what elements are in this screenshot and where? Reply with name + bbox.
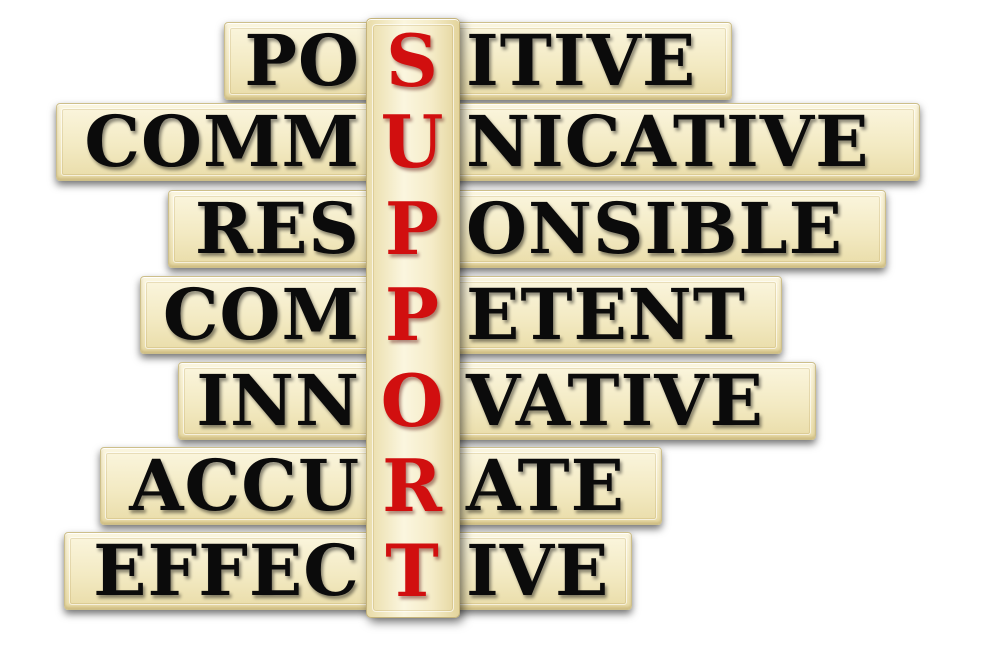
word-right-responsible: ONSIBLE xyxy=(466,187,843,270)
word-left-communicative: COMM xyxy=(84,100,360,183)
word-tile-effective xyxy=(64,532,632,610)
keyword-letter-o: O xyxy=(380,358,444,443)
keyword-letter-r: R xyxy=(382,443,442,528)
word-left-innovative: INN xyxy=(196,359,360,442)
word-tile-positive xyxy=(224,22,732,100)
word-left-responsible: RES xyxy=(194,187,360,270)
keyword-letter-u: U xyxy=(380,99,444,184)
keyword-letter-p1: P xyxy=(384,186,440,271)
word-right-competent: ETENT xyxy=(466,273,746,356)
word-tile-competent xyxy=(140,276,782,354)
keyword-column xyxy=(366,18,460,618)
word-left-competent: COM xyxy=(162,273,360,356)
word-left-positive: PO xyxy=(244,19,360,102)
word-tile-responsible xyxy=(168,190,886,268)
keyword-letter-s: S xyxy=(386,18,438,103)
word-right-effective: IVE xyxy=(466,529,610,612)
word-left-accurate: ACCU xyxy=(129,444,360,527)
word-left-effective: EFFEC xyxy=(93,529,360,612)
word-right-innovative: VATIVE xyxy=(466,359,764,442)
word-right-communicative: NICATIVE xyxy=(466,100,870,183)
word-right-accurate: ATE xyxy=(466,444,625,527)
keyword-letter-p2: P xyxy=(384,272,440,357)
word-tile-innovative xyxy=(178,362,816,440)
word-right-positive: ITIVE xyxy=(466,19,697,102)
keyword-letter-t: T xyxy=(385,528,439,613)
word-tile-communicative xyxy=(56,103,920,181)
